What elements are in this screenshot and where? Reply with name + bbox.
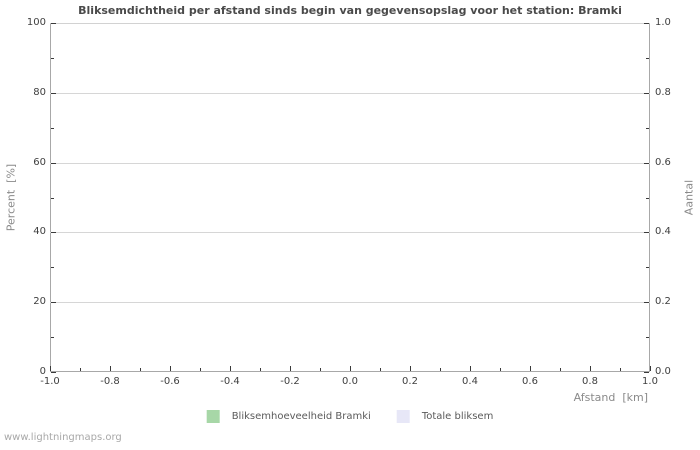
x-minor-tick-mark [500, 368, 501, 371]
x-major-tick-mark [410, 366, 411, 371]
y-axis-label-left: Percent [%] [4, 163, 18, 232]
y-left-major-tick-mark [51, 23, 56, 24]
legend-swatch-icon [206, 410, 220, 423]
legend-label: Totale bliksem [421, 411, 494, 422]
x-major-tick-mark [350, 366, 351, 371]
x-tick-label: 0.6 [522, 376, 538, 387]
y-right-minor-tick-mark [646, 128, 649, 129]
x-axis-label: Afstand [km] [573, 391, 648, 404]
x-major-tick-mark [530, 366, 531, 371]
y-right-major-tick-mark [644, 23, 649, 24]
y-left-major-tick-mark [51, 232, 56, 233]
y-right-tick-label: 0.6 [655, 157, 671, 168]
y-left-tick-label: 100 [26, 17, 46, 28]
y-left-tick-label: 40 [33, 226, 46, 237]
gridline [50, 232, 650, 233]
x-tick-label: 0.2 [402, 376, 418, 387]
x-major-tick-mark [470, 366, 471, 371]
x-minor-tick-mark [320, 368, 321, 371]
y-right-major-tick-mark [644, 232, 649, 233]
y-right-tick-label: 0.8 [655, 87, 671, 98]
y-left-major-tick-mark [51, 93, 56, 94]
x-minor-tick-mark [140, 368, 141, 371]
gridline [50, 93, 650, 94]
y-right-tick-label: 0.4 [655, 226, 671, 237]
x-minor-tick-mark [80, 368, 81, 371]
y-left-minor-tick-mark [51, 128, 54, 129]
y-left-tick-label: 20 [33, 296, 46, 307]
x-major-tick-mark [590, 366, 591, 371]
y-axis-label-right: Aantal [682, 179, 696, 216]
y-left-minor-tick-mark [51, 198, 54, 199]
y-right-minor-tick-mark [646, 267, 649, 268]
x-minor-tick-mark [260, 368, 261, 371]
gridline [50, 163, 650, 164]
y-right-major-tick-mark [644, 163, 649, 164]
y-right-tick-label: 0.2 [655, 296, 671, 307]
x-major-tick-mark [170, 366, 171, 371]
y-right-major-tick-mark [644, 372, 649, 373]
x-minor-tick-mark [560, 368, 561, 371]
x-tick-label: -0.8 [100, 376, 120, 387]
plot-area [50, 23, 650, 372]
y-right-major-tick-mark [644, 93, 649, 94]
x-major-tick-mark [230, 366, 231, 371]
y-right-minor-tick-mark [646, 198, 649, 199]
x-minor-tick-mark [200, 368, 201, 371]
legend-item-1: Totale bliksem [396, 410, 494, 423]
x-tick-label: 0.4 [462, 376, 478, 387]
x-tick-label: 1.0 [642, 376, 658, 387]
legend-item-0: Bliksemhoeveelheid Bramki [206, 410, 371, 423]
x-minor-tick-mark [620, 368, 621, 371]
y-right-tick-label: 1.0 [655, 17, 671, 28]
x-major-tick-mark [290, 366, 291, 371]
x-tick-label: 0.0 [342, 376, 358, 387]
legend-swatch-icon [396, 410, 410, 423]
y-right-major-tick-mark [644, 302, 649, 303]
y-left-major-tick-mark [51, 302, 56, 303]
y-left-minor-tick-mark [51, 337, 54, 338]
y-right-minor-tick-mark [646, 337, 649, 338]
y-left-major-tick-mark [51, 163, 56, 164]
x-tick-label: -1.0 [40, 376, 60, 387]
y-right-minor-tick-mark [646, 58, 649, 59]
y-left-minor-tick-mark [51, 267, 54, 268]
x-tick-label: -0.4 [220, 376, 240, 387]
x-tick-label: -0.6 [160, 376, 180, 387]
y-left-tick-label: 80 [33, 87, 46, 98]
y-left-tick-label: 60 [33, 157, 46, 168]
x-major-tick-mark [110, 366, 111, 371]
x-major-tick-mark [50, 366, 51, 371]
chart-title: Bliksemdichtheid per afstand sinds begin… [78, 4, 622, 17]
legend-label: Bliksemhoeveelheid Bramki [231, 411, 371, 422]
x-tick-label: -0.2 [280, 376, 300, 387]
gridline [50, 302, 650, 303]
y-left-minor-tick-mark [51, 58, 54, 59]
watermark: www.lightningmaps.org [4, 432, 122, 443]
x-major-tick-mark [650, 366, 651, 371]
y-right-tick-label: 0.0 [655, 366, 671, 377]
x-tick-label: 0.8 [582, 376, 598, 387]
y-left-tick-label: 0 [39, 366, 46, 377]
x-minor-tick-mark [380, 368, 381, 371]
legend: Bliksemhoeveelheid Bramki Totale bliksem [206, 410, 494, 423]
y-left-major-tick-mark [51, 372, 56, 373]
x-minor-tick-mark [440, 368, 441, 371]
